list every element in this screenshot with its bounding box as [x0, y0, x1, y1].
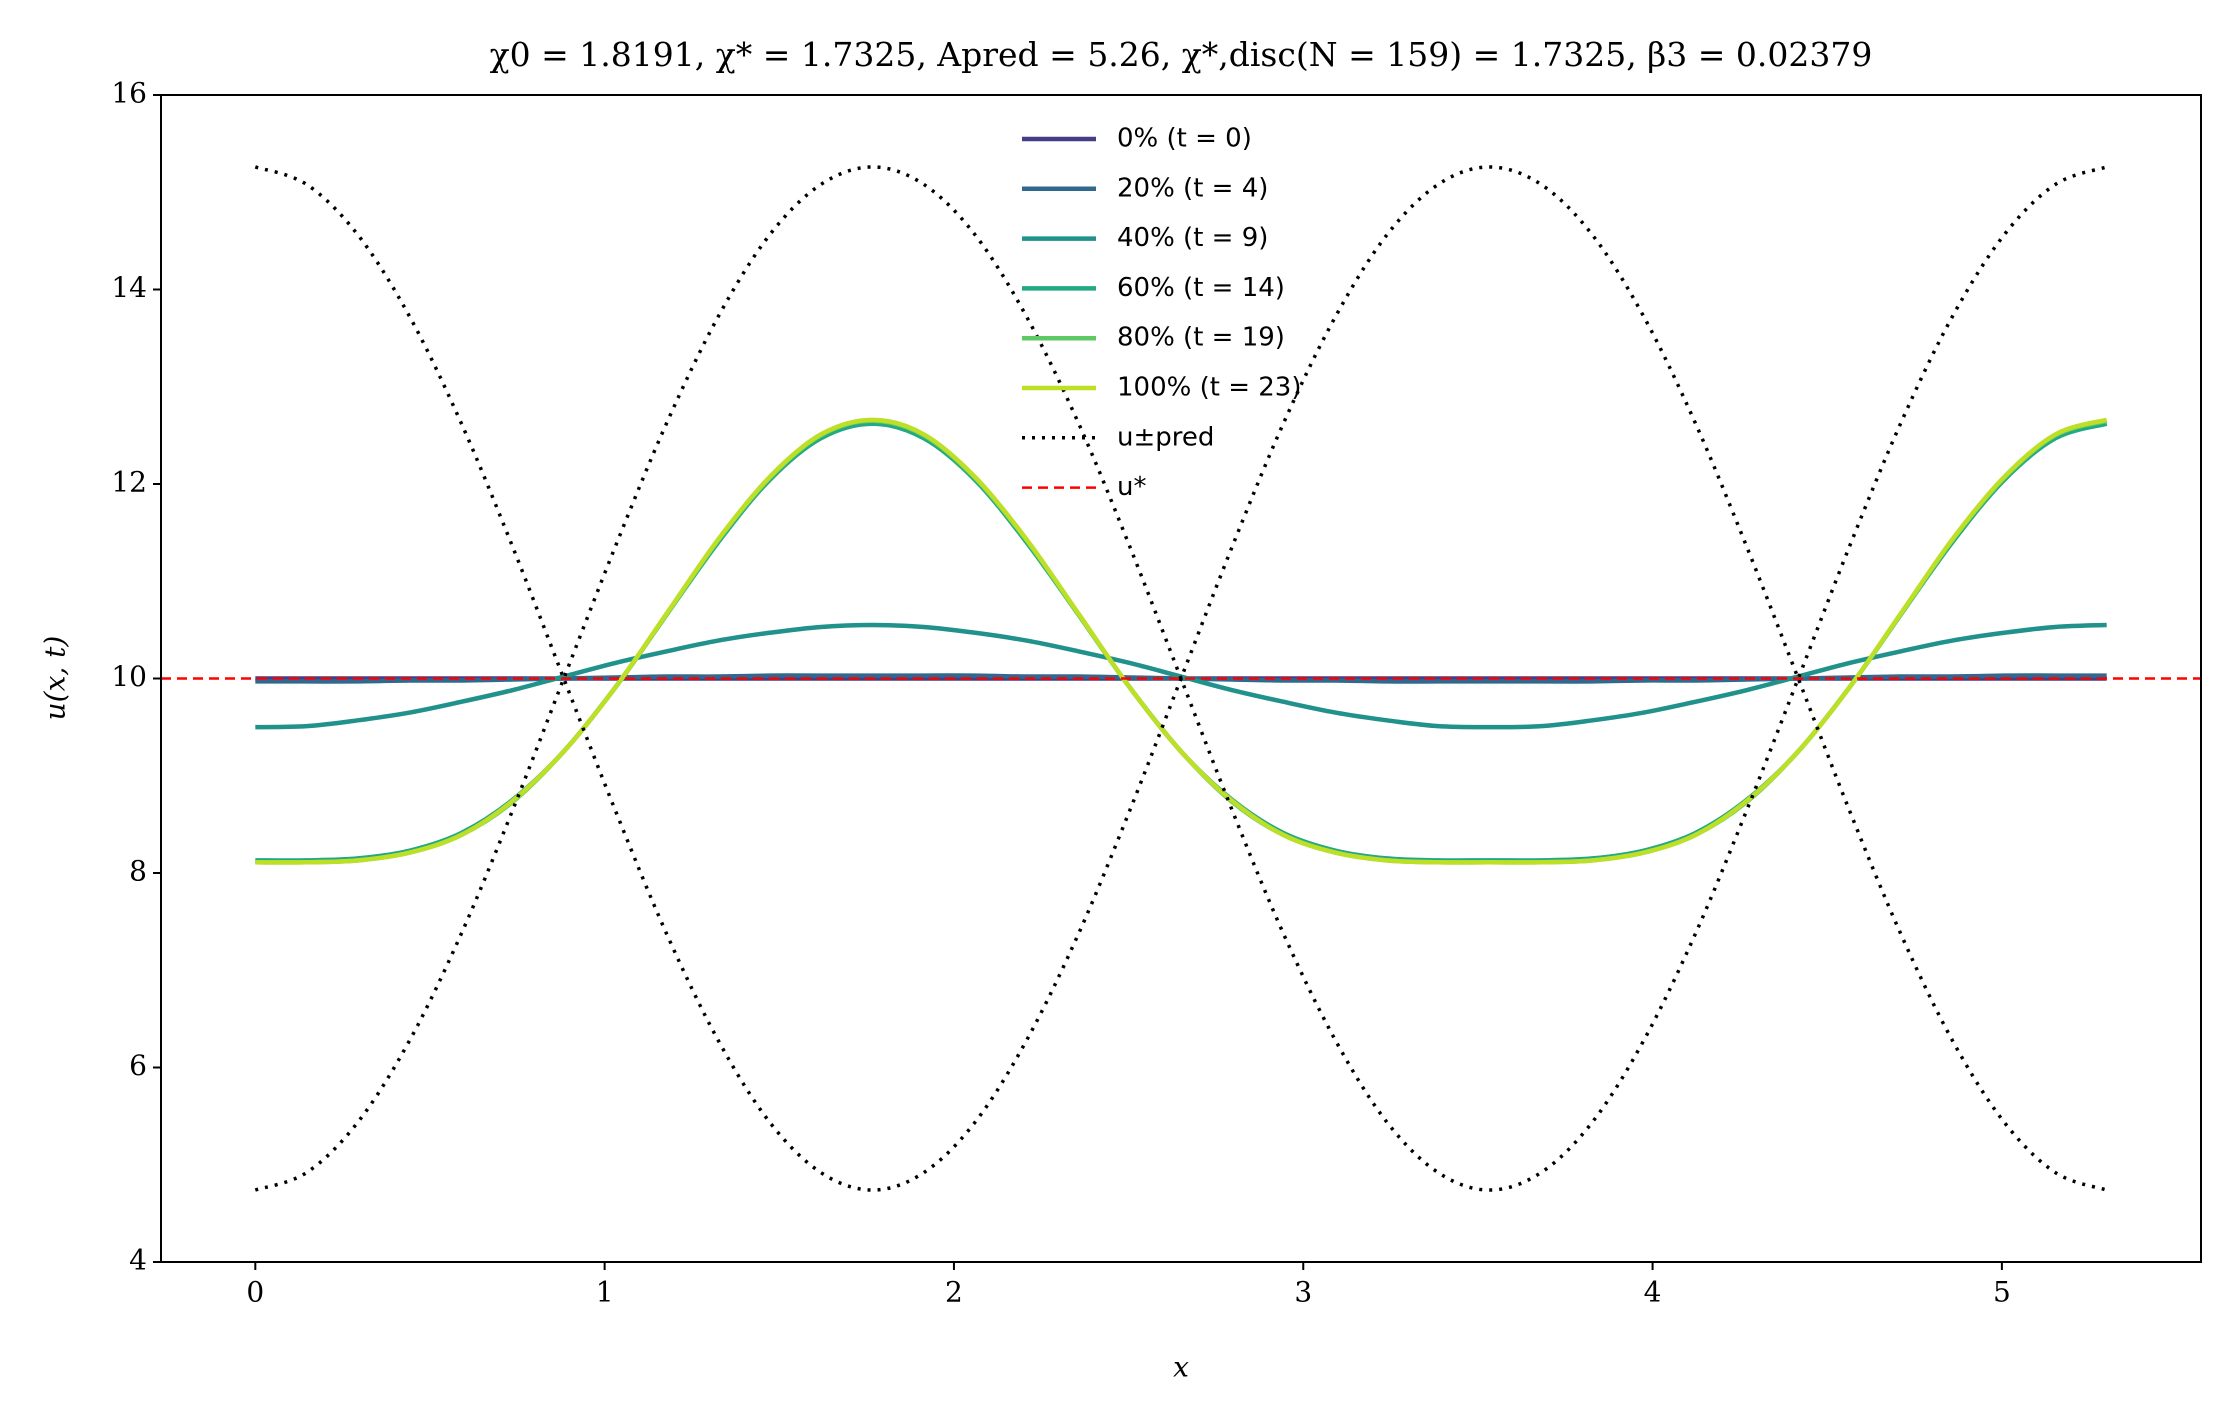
legend-label: 80% (t = 19) [1117, 323, 1285, 353]
x-tick-label: 1 [596, 1276, 614, 1309]
y-tick-label: 14 [111, 271, 147, 304]
y-tick-label: 12 [111, 466, 147, 499]
line-series [255, 417, 2108, 865]
legend-label: 0% (t = 0) [1117, 124, 1252, 154]
legend-label: 60% (t = 14) [1117, 273, 1285, 303]
y-tick-label: 4 [129, 1244, 147, 1277]
legend-label: 20% (t = 4) [1117, 173, 1268, 203]
y-axis-label: u(x, t) [39, 636, 72, 721]
x-tick-label: 0 [246, 1276, 264, 1309]
y-tick-label: 8 [129, 855, 147, 888]
legend-label: 40% (t = 9) [1117, 223, 1268, 253]
chart-title: χ0 = 1.8191, χ* = 1.7325, Apred = 5.26, … [490, 35, 1873, 74]
x-tick-label: 4 [1644, 1276, 1662, 1309]
x-tick-label: 3 [1294, 1276, 1312, 1309]
plot-area [161, 165, 2201, 1192]
legend-label: u* [1117, 472, 1146, 502]
y-tick-label: 16 [111, 77, 147, 110]
legend-label: u±pred [1117, 422, 1214, 452]
legend-label: 100% (t = 23) [1117, 373, 1301, 403]
y-tick-label: 10 [111, 660, 147, 693]
line-series [254, 165, 2108, 1192]
plot-frame [160, 94, 2202, 1263]
y-tick-label: 6 [129, 1049, 147, 1082]
x-axis-label: x [1173, 1351, 1189, 1384]
x-tick-label: 2 [945, 1276, 963, 1309]
x-tick-label: 5 [1993, 1276, 2011, 1309]
